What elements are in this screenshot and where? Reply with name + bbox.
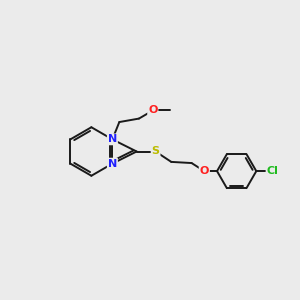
Text: S: S [152, 146, 160, 157]
Text: N: N [108, 134, 117, 144]
Text: Cl: Cl [266, 166, 278, 176]
Text: O: O [200, 166, 209, 176]
Text: N: N [108, 159, 117, 169]
Text: O: O [148, 106, 158, 116]
